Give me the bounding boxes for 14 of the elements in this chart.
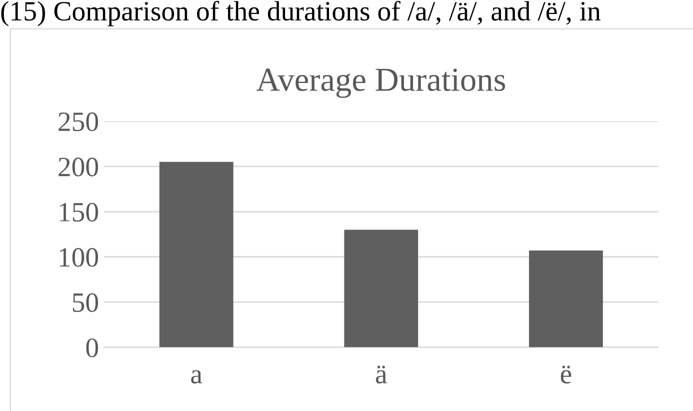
bar [528,250,603,348]
y-tick-label: 0 [86,338,98,358]
y-tick-label: 50 [72,293,98,312]
bar [344,230,418,348]
y-tick-label: 150 [60,202,98,222]
x-tick-label: ë [560,366,572,384]
bar [159,162,234,348]
y-tick-label: 100 [60,248,98,267]
y-tick-label: 200 [58,158,98,176]
x-tick-label: a [191,370,202,384]
x-tick-label: ä [376,366,387,384]
chart-title: Average Durations [256,68,506,98]
y-tick-label: 250 [58,112,98,132]
text: (15) Comparison of the durations of /a/, /ä/, and /ë/, in [1,0,601,26]
